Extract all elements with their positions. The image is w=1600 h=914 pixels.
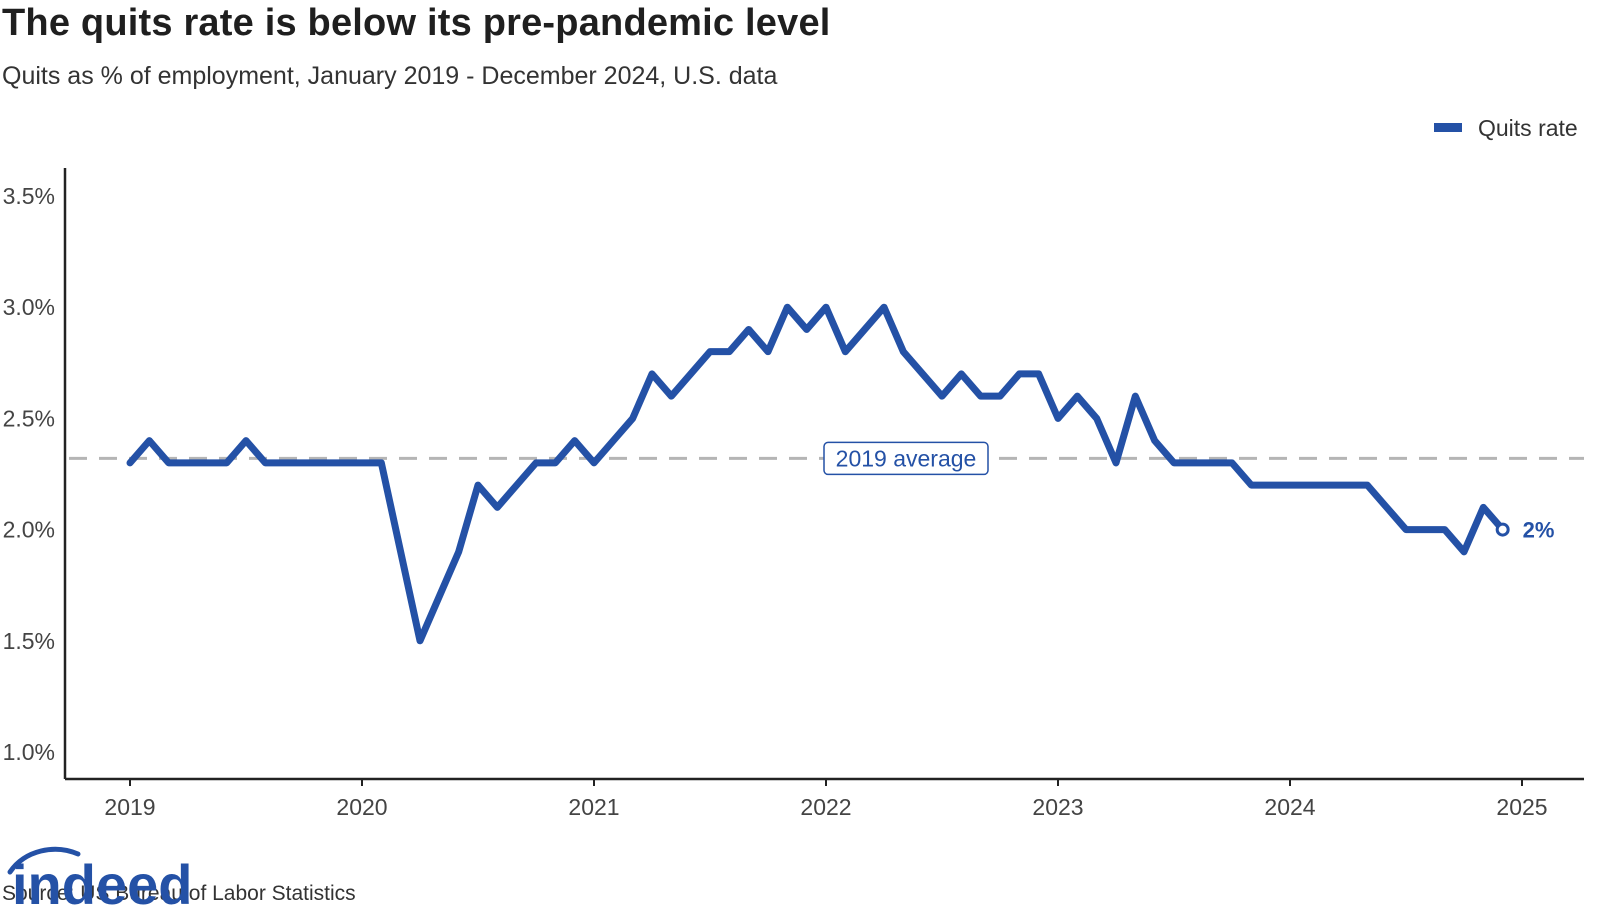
indeed-logo-wordmark: indeed	[12, 853, 192, 912]
y-tick-label: 1.0%	[3, 739, 55, 765]
y-tick-label: 3.0%	[3, 294, 55, 320]
legend: Quits rate	[1434, 115, 1578, 141]
y-tick-label: 3.5%	[3, 183, 55, 209]
y-tick-label: 1.5%	[3, 628, 55, 654]
x-tick-label: 2022	[800, 794, 851, 820]
indeed-logo-arc	[7, 846, 81, 875]
reference-line-label: 2019 average	[836, 445, 977, 471]
source-note: Source: US Bureau of Labor Statistics	[2, 882, 356, 905]
x-tick-label: 2020	[336, 794, 387, 820]
x-tick-label: 2024	[1264, 794, 1315, 820]
x-axis-tick-labels: 2019 2020 2021 2022 2023 2024 2025	[104, 794, 1547, 820]
chart-subtitle: Quits as % of employment, January 2019 -…	[2, 62, 778, 90]
reference-line-label-background	[823, 441, 989, 476]
x-tick-label: 2019	[104, 794, 155, 820]
series-points	[129, 307, 1503, 641]
series-line-quits-rate	[126, 303, 1507, 645]
chart-title: The quits rate is below its pre-pandemic…	[2, 2, 831, 44]
y-tick-label: 2.0%	[3, 517, 55, 543]
x-axis-ticks	[129, 779, 1523, 786]
y-tick-label: 2.5%	[3, 405, 55, 431]
x-tick-label: 2025	[1496, 794, 1547, 820]
legend-label-quits-rate: Quits rate	[1478, 115, 1578, 141]
series-end-marker	[1495, 522, 1510, 537]
indeed-logo: indeed	[7, 846, 192, 912]
reference-line-label-box: 2019 average	[823, 441, 989, 476]
line-chart: 1.0% 1.5% 2.0% 2.5% 3.0% 3.5% 2019 2020 2021 202…	[3, 115, 1584, 820]
series-end-label: 2%	[1523, 518, 1555, 543]
y-axis-tick-labels: 1.0% 1.5% 2.0% 2.5% 3.0% 3.5%	[3, 183, 55, 765]
x-tick-label: 2021	[568, 794, 619, 820]
x-tick-label: 2023	[1032, 794, 1083, 820]
legend-swatch-quits-rate	[1434, 123, 1462, 132]
